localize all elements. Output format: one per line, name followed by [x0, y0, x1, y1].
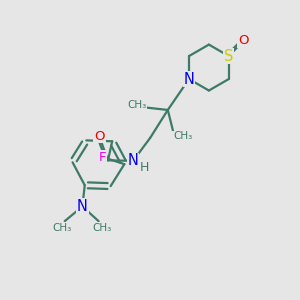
- Text: H: H: [140, 161, 149, 174]
- Text: F: F: [99, 151, 106, 164]
- Text: CH₃: CH₃: [52, 223, 71, 232]
- Text: O: O: [238, 34, 249, 47]
- Text: CH₃: CH₃: [173, 131, 192, 142]
- Text: S: S: [224, 49, 233, 64]
- Text: N: N: [184, 71, 194, 86]
- Text: CH₃: CH₃: [92, 223, 111, 232]
- Text: CH₃: CH₃: [128, 100, 147, 110]
- Text: N: N: [128, 153, 139, 168]
- Text: N: N: [77, 199, 88, 214]
- Text: O: O: [94, 130, 105, 143]
